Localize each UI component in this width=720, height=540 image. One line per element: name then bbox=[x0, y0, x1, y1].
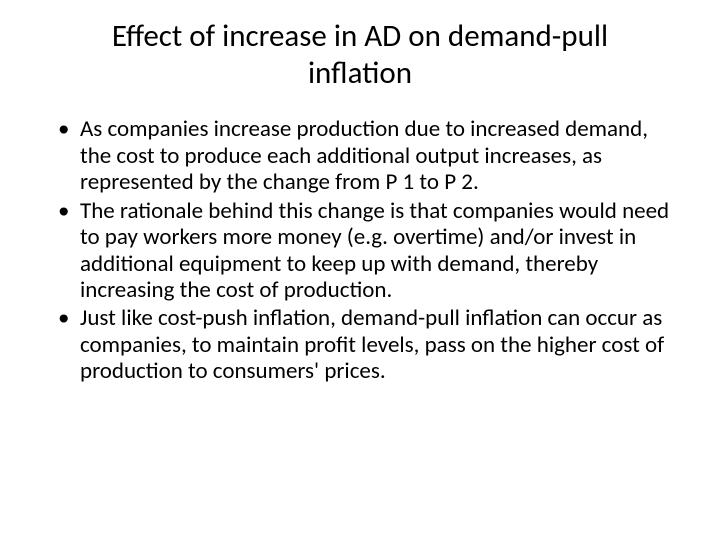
bullet-list: As companies increase production due to … bbox=[40, 116, 680, 384]
bullet-item: As companies increase production due to … bbox=[58, 116, 680, 195]
bullet-item: Just like cost-push inflation, demand-pu… bbox=[58, 305, 680, 384]
bullet-item: The rationale behind this change is that… bbox=[58, 198, 680, 304]
slide-title: Effect of increase in AD on demand-pull … bbox=[40, 18, 680, 92]
